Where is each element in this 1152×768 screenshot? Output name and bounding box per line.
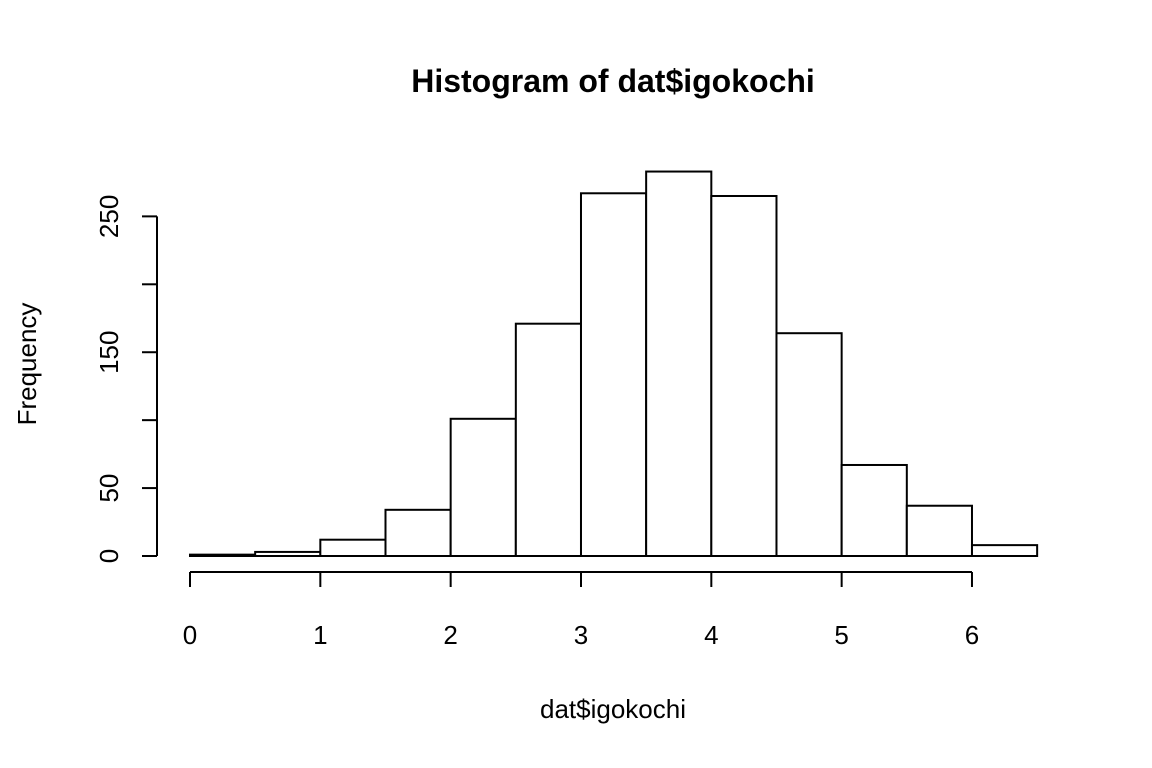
histogram-bar-4: [449, 417, 517, 557]
x-axis: 0 1 2 3 4 5 6: [183, 571, 979, 650]
histogram-bar-0: [189, 553, 257, 557]
y-axis: 0 50 150 250: [94, 195, 158, 563]
y-tick-label-1: 50: [94, 474, 124, 503]
x-tick-label-6: 6: [965, 620, 979, 650]
x-tick-label-3: 3: [574, 620, 588, 650]
x-tick-label-2: 2: [443, 620, 457, 650]
histogram-bar-2: [319, 538, 387, 557]
x-tick-label-4: 4: [704, 620, 718, 650]
histogram-bar-6: [579, 192, 648, 558]
chart-title: Histogram of dat$igokochi: [411, 63, 815, 99]
y-tick-label-0: 0: [94, 549, 124, 563]
x-tick-label-0: 0: [183, 620, 197, 650]
bars-group: [189, 170, 1039, 558]
histogram-bar-5: [514, 322, 582, 557]
histogram-bar-7: [645, 170, 713, 557]
histogram-bar-10: [840, 463, 908, 557]
histogram-bar-3: [384, 508, 452, 558]
histogram-bar-12: [970, 544, 1039, 558]
x-tick-label-5: 5: [834, 620, 848, 650]
histogram-bar-11: [905, 504, 973, 558]
y-tick-label-5: 250: [94, 195, 124, 238]
x-axis-label: dat$igokochi: [540, 694, 686, 724]
y-tick-label-3: 150: [94, 331, 124, 374]
histogram-bar-8: [710, 194, 778, 557]
histogram-bar-1: [254, 550, 322, 557]
x-tick-label-1: 1: [313, 620, 327, 650]
histogram-bar-9: [775, 332, 843, 557]
y-axis-label: Frequency: [12, 303, 42, 426]
